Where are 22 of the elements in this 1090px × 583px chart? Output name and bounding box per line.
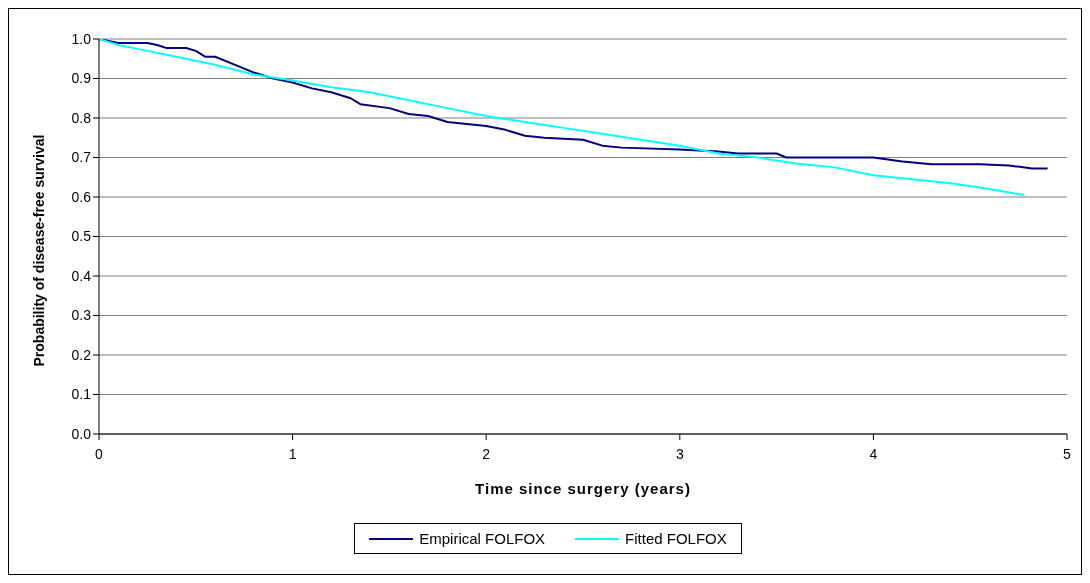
x-tick-label: 1 bbox=[288, 446, 297, 462]
y-tick-label: 0.7 bbox=[71, 149, 92, 166]
x-axis-title: Time since surgery (years) bbox=[475, 480, 691, 497]
y-tick-label: 0.0 bbox=[71, 425, 92, 442]
y-tick-label: 0.1 bbox=[71, 386, 92, 403]
y-tick-label: 0.2 bbox=[71, 346, 92, 363]
legend-label: Empirical FOLFOX bbox=[419, 530, 546, 547]
y-tick-label: 0.4 bbox=[71, 267, 92, 284]
y-tick-label: 0.9 bbox=[71, 70, 92, 87]
x-tick-label: 3 bbox=[675, 446, 684, 462]
legend-label: Fitted FOLFOX bbox=[625, 530, 727, 547]
y-tick-label: 0.5 bbox=[71, 228, 92, 245]
x-tick-label: 5 bbox=[1063, 446, 1072, 462]
y-tick-label: 0.3 bbox=[71, 307, 92, 324]
y-tick-label: 0.6 bbox=[71, 188, 92, 205]
y-axis-title: Probability of disease-free survival bbox=[30, 134, 47, 367]
x-tick-label: 2 bbox=[482, 446, 491, 462]
y-tick-label: 1.0 bbox=[71, 30, 92, 47]
x-tick-label: 4 bbox=[869, 446, 878, 462]
line-series bbox=[99, 39, 1026, 197]
x-tick-label: 0 bbox=[95, 446, 104, 462]
y-tick-label: 0.8 bbox=[71, 109, 92, 126]
